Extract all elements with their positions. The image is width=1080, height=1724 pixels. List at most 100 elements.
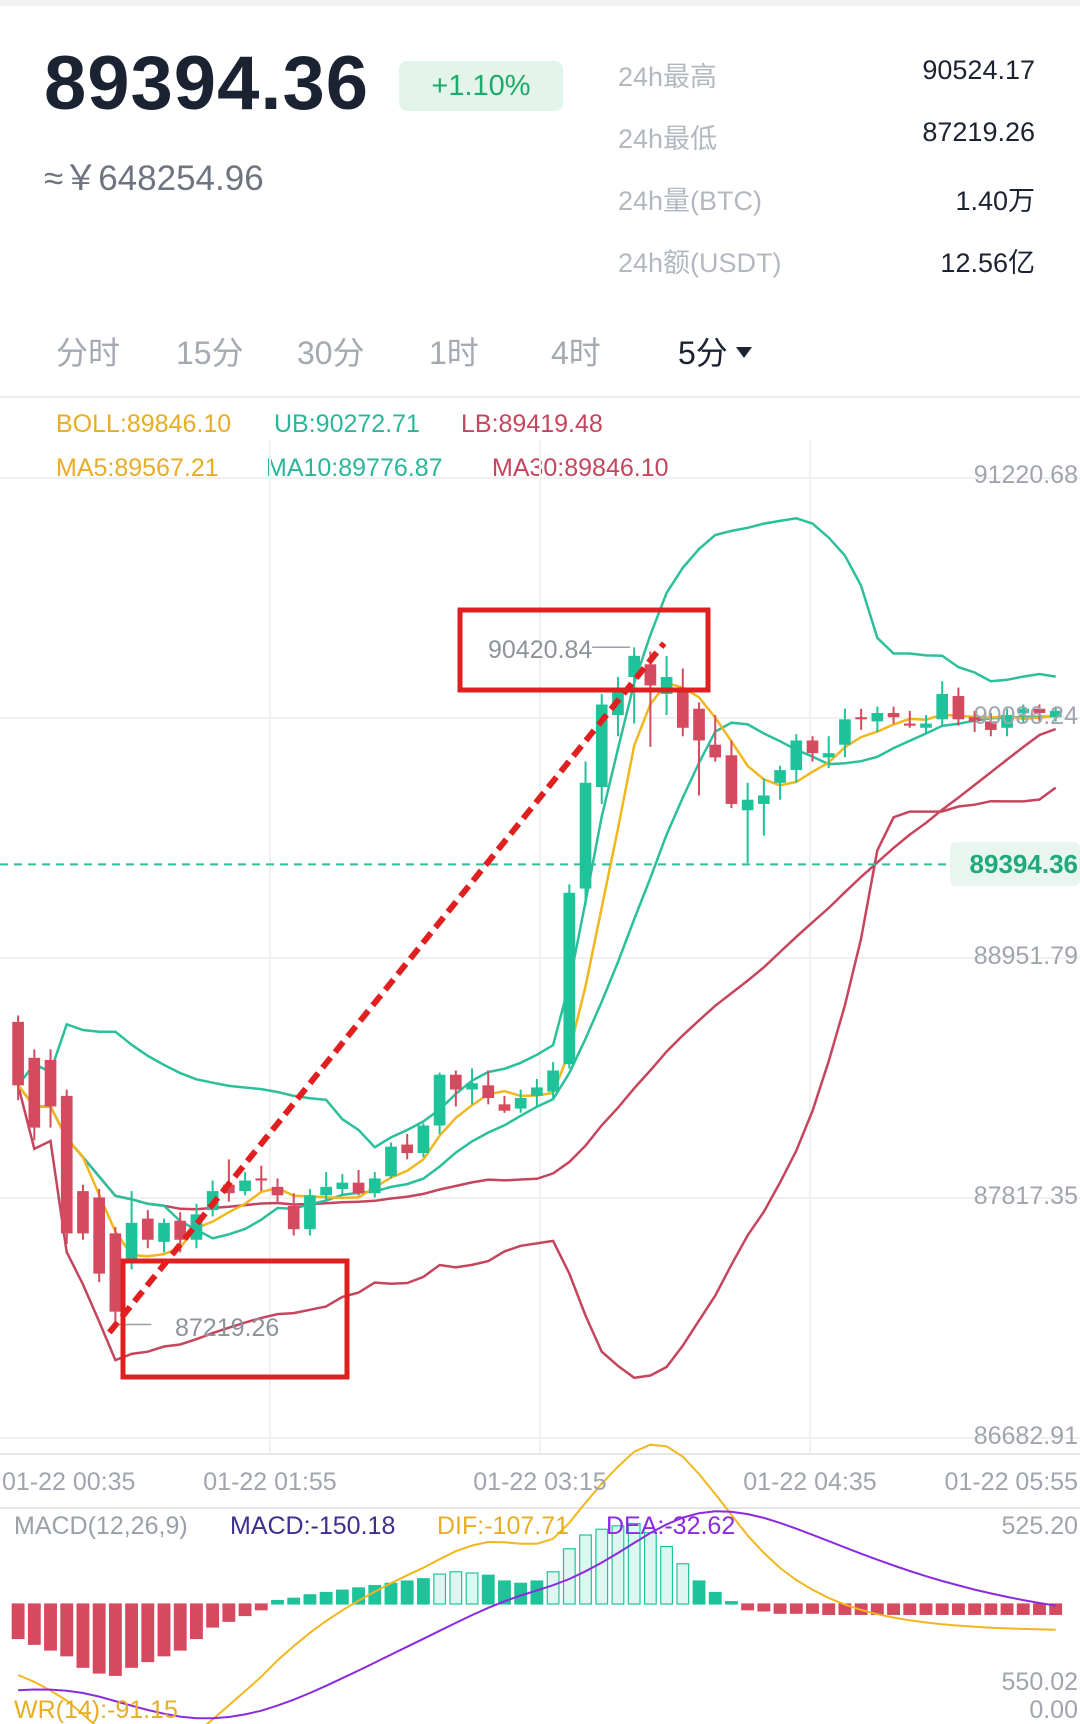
macd-histogram-bar [919, 1603, 933, 1615]
candle-body [109, 1233, 122, 1312]
candle-body [628, 655, 641, 678]
chart-grid [0, 440, 1080, 1509]
low-price-label: 87219.26 [175, 1314, 279, 1342]
macd-histogram-bar [822, 1603, 836, 1615]
macd-histogram-bar [725, 1601, 738, 1605]
candle-body [466, 1083, 478, 1090]
candle-body [271, 1186, 284, 1196]
macd-histogram-bar [125, 1603, 139, 1668]
legend-lb: LB:89419.48 [461, 410, 603, 438]
candle-body [498, 1104, 511, 1111]
tab-5m-label: 5分 [678, 335, 728, 371]
macd-histogram-bar [579, 1534, 592, 1605]
macd-histogram-bar [335, 1589, 349, 1605]
candle-body [1033, 708, 1046, 713]
macd-histogram-bar [789, 1603, 803, 1614]
macd-histogram-bar [984, 1603, 998, 1615]
macd-histogram-bar [319, 1591, 333, 1605]
tab-4h[interactable]: 4时 [551, 335, 601, 371]
y-tick-label: 87817.35 [974, 1182, 1078, 1210]
stat-value-24h-turnover: 12.56亿 [940, 248, 1035, 278]
macd-histogram-bar [108, 1603, 122, 1676]
macd-histogram-bar [595, 1528, 609, 1605]
macd-histogram-bar [206, 1603, 220, 1628]
macd-value-label: MACD:-150.18 [230, 1512, 395, 1540]
candle-body [44, 1059, 57, 1107]
low-annotation-box [120, 1258, 350, 1380]
macd-histogram-bar [76, 1603, 90, 1668]
candle-body [952, 696, 965, 720]
macd-histogram-bar [416, 1578, 430, 1605]
upper-band-line [17, 517, 1056, 1149]
candle-body [644, 664, 657, 686]
current-price-tag [950, 842, 1080, 886]
ma30-line [17, 727, 1057, 1211]
candle-body [676, 689, 689, 728]
candle-body [1017, 708, 1030, 713]
macd-histogram-bar [465, 1572, 479, 1605]
macd-histogram-bar [1016, 1603, 1030, 1615]
candle-body [547, 1070, 559, 1092]
tab-5m[interactable]: 5分 [678, 328, 752, 374]
macd-histogram-bar [741, 1603, 755, 1611]
candle-body [385, 1146, 397, 1177]
x-tick-label: 01-22 05:55 [945, 1468, 1078, 1496]
macd-top-label: 525.20 [1002, 1512, 1078, 1540]
candle-body [855, 717, 867, 720]
tab-1h[interactable]: 1时 [429, 335, 479, 371]
stat-value-24h-volume: 1.40万 [955, 186, 1035, 216]
tab-timeshare[interactable]: 分时 [56, 335, 121, 371]
macd-histogram-bar [481, 1574, 495, 1605]
cny-price: ≈￥648254.96 [44, 159, 264, 198]
candle-body [1049, 710, 1062, 718]
candle-body [60, 1095, 73, 1234]
candle-body [839, 719, 851, 745]
stat-label-24h-volume: 24h量(BTC) [618, 186, 763, 216]
candle-body [352, 1182, 365, 1194]
macd-histogram-bar [433, 1573, 447, 1605]
lower-band-line [16, 786, 1057, 1380]
candle-body [741, 799, 754, 811]
candle-body [887, 712, 900, 718]
macd-histogram-bar [157, 1603, 171, 1657]
stat-label-24h-high: 24h最高 [618, 62, 718, 92]
kline-chart[interactable]: 91220.68 90086.24 88951.79 87817.35 8668… [0, 398, 1080, 1724]
chart-overlay [0, 641, 1063, 1724]
candle-body [903, 723, 916, 726]
candle-body [255, 1178, 268, 1181]
stat-value-24h-high: 90524.17 [922, 55, 1035, 85]
macd-histogram-bar [27, 1603, 41, 1645]
dropdown-caret-icon [735, 347, 752, 359]
candle-body [531, 1087, 543, 1096]
candle-body [806, 740, 819, 754]
candle-body [320, 1186, 332, 1196]
candle-body [12, 1021, 24, 1086]
macd-histogram-bar [546, 1571, 560, 1605]
candles [12, 647, 1062, 1329]
macd-histogram-bar [757, 1603, 771, 1612]
ma10-line [17, 714, 1056, 1240]
macd-histogram-bar [643, 1532, 657, 1605]
macd-histogram-bar [806, 1603, 819, 1614]
candle-body [190, 1214, 203, 1240]
candle-body [968, 717, 981, 722]
macd-histogram-bar [627, 1522, 641, 1605]
candle-body [936, 693, 949, 720]
macd-histogram-bar [60, 1603, 74, 1657]
tab-30m[interactable]: 30分 [297, 335, 365, 371]
candle-body [693, 708, 705, 741]
candle-body [304, 1195, 316, 1230]
candle-body [93, 1197, 106, 1274]
macd-histogram-bar [173, 1603, 187, 1651]
candle-body [433, 1074, 446, 1126]
tab-15m[interactable]: 15分 [176, 335, 244, 371]
candle-body [449, 1074, 462, 1090]
candle-body [595, 704, 608, 788]
candle-body [287, 1205, 300, 1230]
macd-histogram-bar [611, 1525, 625, 1605]
macd-histogram-bar [1000, 1603, 1014, 1615]
candle-body [141, 1218, 154, 1240]
macd-histogram-bar [352, 1587, 365, 1605]
macd-histogram-bar [254, 1603, 268, 1611]
candle-body [125, 1222, 138, 1261]
